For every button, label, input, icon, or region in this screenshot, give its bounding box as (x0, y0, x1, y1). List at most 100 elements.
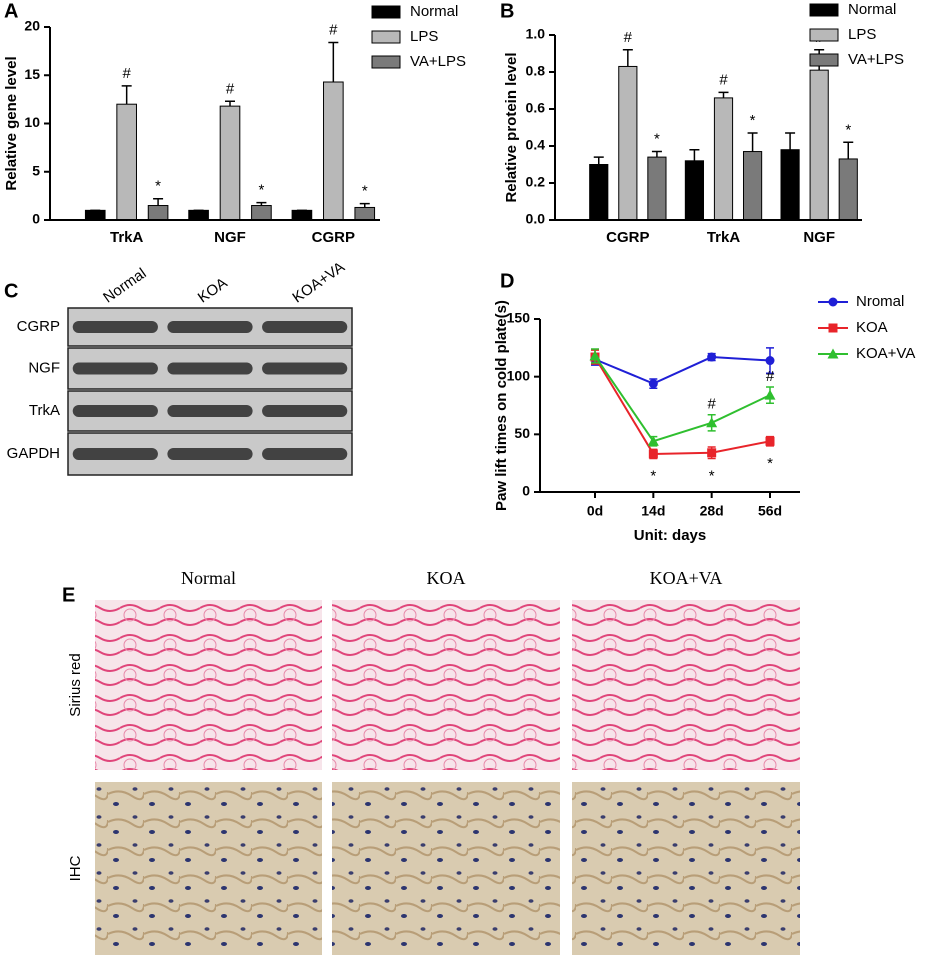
bar (219, 105, 241, 221)
micrograph (95, 782, 322, 955)
x-tick-label: 14d (641, 503, 665, 519)
blot-row-label: CGRP (17, 318, 60, 335)
micrograph (332, 600, 560, 770)
error-bar (843, 141, 854, 159)
micrograph (332, 782, 560, 955)
legend-swatch (809, 3, 839, 17)
blot-band (167, 321, 253, 333)
y-axis-label: Relative gene level (3, 56, 20, 190)
x-tick-label: TrkA (707, 229, 741, 246)
micrograph (572, 782, 800, 955)
panel-letter: A (4, 0, 18, 22)
legend-swatch (371, 5, 401, 19)
significance-label: * (767, 455, 773, 472)
x-tick-label: 28d (700, 503, 724, 519)
blot-band (167, 448, 253, 460)
significance-label: # (329, 21, 338, 38)
y-tick-label: 150 (507, 310, 531, 326)
error-bar (359, 202, 370, 208)
y-tick-label: 5 (32, 162, 40, 178)
legend-label: KOA (856, 319, 888, 336)
significance-label: * (709, 468, 715, 485)
blot-row-label: NGF (28, 359, 60, 376)
legend-label: VA+LPS (848, 51, 904, 68)
bar (354, 206, 376, 221)
blot-band (72, 405, 158, 417)
blot-row-label: TrkA (29, 402, 60, 419)
bar (838, 158, 858, 221)
micrograph (95, 600, 322, 770)
error-bar (622, 49, 633, 67)
significance-label: * (155, 178, 161, 195)
bar (188, 209, 209, 221)
marker (648, 449, 658, 459)
lane-label: KOA+VA (289, 259, 347, 307)
x-tick-label: CGRP (606, 229, 649, 246)
error-bar (153, 198, 164, 206)
bar (589, 164, 609, 221)
legend-swatch (371, 55, 401, 69)
blot-band (262, 448, 348, 460)
lane-label: KOA (195, 274, 231, 306)
panel-letter: B (500, 0, 514, 22)
significance-label: # (122, 65, 131, 82)
legend-label: Normal (848, 1, 896, 18)
y-tick-label: 50 (514, 425, 530, 441)
significance-label: * (362, 183, 368, 200)
legend-label: Normal (410, 3, 458, 20)
bar (742, 151, 763, 221)
error-bar (225, 100, 235, 107)
column-label: Normal (181, 568, 236, 588)
y-tick-label: 0.0 (526, 211, 546, 227)
panel-letter: D (500, 270, 514, 292)
bar (291, 209, 313, 221)
legend-label: VA+LPS (410, 53, 466, 70)
row-label: Sirius red (67, 653, 84, 716)
marker (707, 352, 717, 362)
error-bar (651, 150, 662, 158)
y-tick-label: 10 (24, 114, 40, 130)
bar (780, 149, 800, 221)
y-tick-label: 100 (507, 367, 531, 383)
blot-band (167, 405, 253, 417)
marker (706, 417, 718, 428)
y-tick-label: 0.4 (526, 137, 546, 153)
blot-band (262, 321, 348, 333)
bar (323, 81, 344, 221)
micrograph (572, 600, 800, 770)
significance-label: * (750, 112, 756, 129)
marker (765, 436, 775, 446)
significance-label: * (654, 131, 660, 148)
bar (647, 156, 667, 221)
bar (618, 65, 638, 221)
x-tick-label: CGRP (312, 229, 355, 246)
y-axis-label: Relative protein level (503, 52, 520, 202)
marker (828, 297, 838, 307)
error-bar (785, 132, 796, 150)
column-label: KOA (427, 568, 466, 588)
marker (828, 323, 838, 333)
x-tick-label: NGF (214, 229, 246, 246)
error-bar (121, 85, 132, 105)
bar (84, 209, 106, 221)
panel-letter: E (62, 584, 75, 606)
panel-letter: C (4, 280, 18, 302)
blot-band (262, 405, 348, 417)
blot-band (262, 362, 348, 375)
significance-label: # (226, 80, 235, 97)
series-line (594, 356, 771, 385)
marker (647, 435, 659, 446)
lane-label: Normal (100, 265, 149, 307)
series-line (594, 356, 771, 455)
significance-label: # (624, 29, 633, 46)
blot-band (72, 448, 158, 460)
y-tick-label: 0.2 (526, 174, 546, 190)
bar (809, 69, 829, 221)
column-label: KOA+VA (650, 568, 723, 588)
x-axis-label: Unit: days (634, 527, 707, 544)
row-label: IHC (67, 855, 84, 881)
bar (684, 160, 705, 221)
y-axis-label: Paw lift times on cold plate(s) (493, 300, 510, 511)
legend-swatch (809, 53, 839, 67)
y-tick-label: 0.8 (526, 63, 546, 79)
